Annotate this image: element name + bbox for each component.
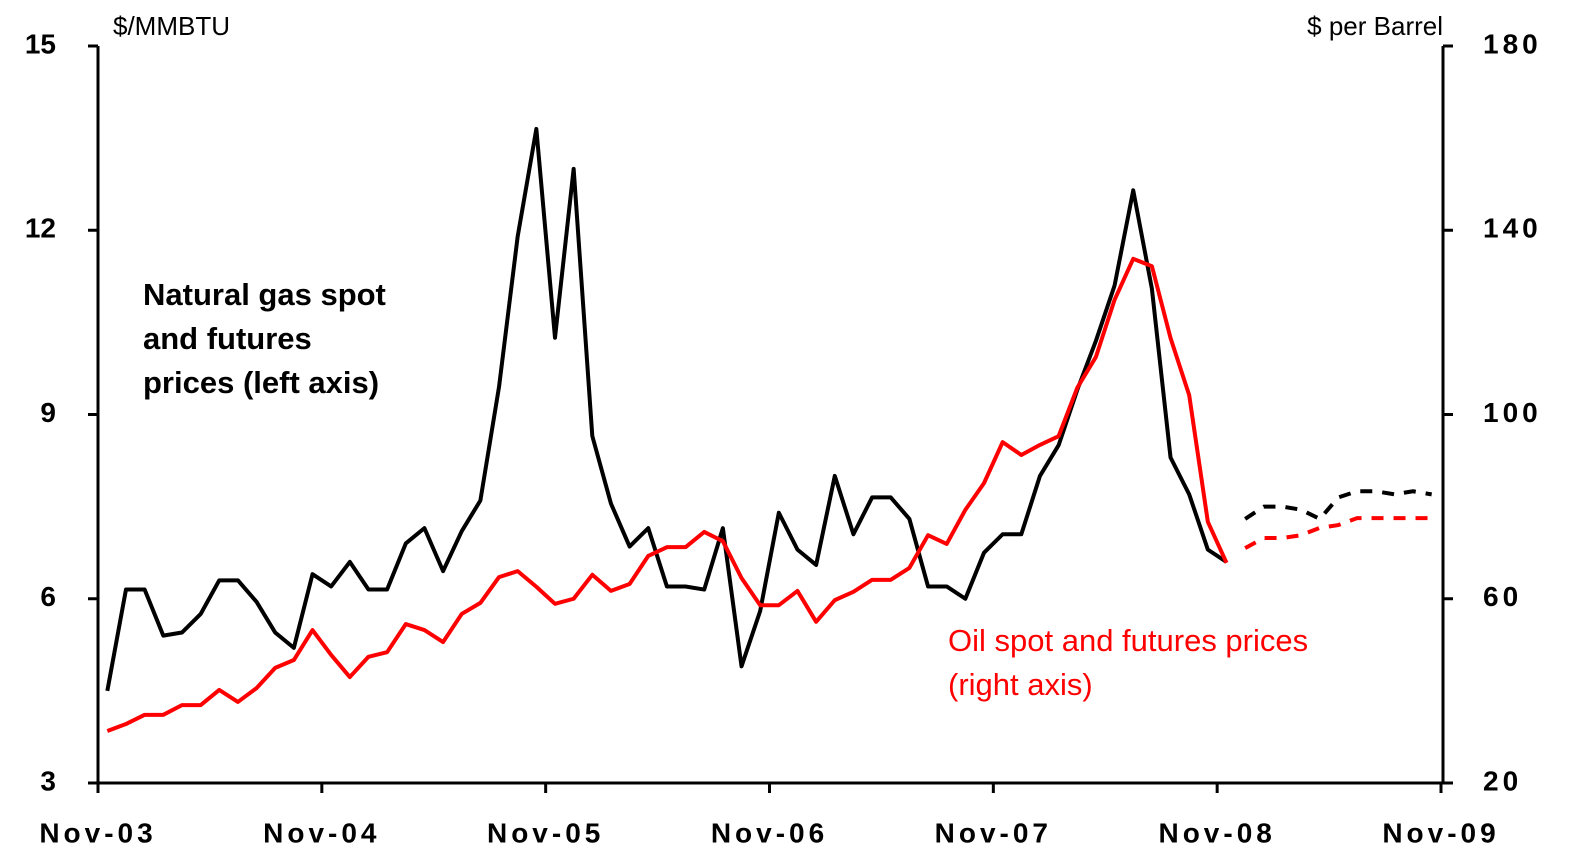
x-tick-label: Nov-06 xyxy=(711,817,828,848)
line-series xyxy=(106,256,1229,733)
y-tick-label: 9 xyxy=(40,397,56,428)
y-axis-label: $/MMBTU xyxy=(113,11,230,41)
x-tick-label: Nov-05 xyxy=(487,817,604,848)
y-tick-label: 6 xyxy=(40,581,56,612)
y-tick-label: 12 xyxy=(25,213,56,244)
y2-tick-label: 180 xyxy=(1483,28,1542,59)
y2-tick-label: 20 xyxy=(1483,765,1522,796)
line-series xyxy=(1244,516,1432,550)
y2-axis-label: $ per Barrel xyxy=(1307,11,1443,41)
x-tick-label: Nov-07 xyxy=(935,817,1052,848)
annotation: (right axis) xyxy=(948,667,1093,702)
y2-tick-label: 100 xyxy=(1483,397,1542,428)
annotation: Natural gas spot xyxy=(143,277,386,312)
x-tick-label: Nov-09 xyxy=(1382,817,1499,848)
y-tick-label: 3 xyxy=(40,765,56,796)
annotation: Oil spot and futures prices xyxy=(948,623,1308,658)
y2-tick-label: 140 xyxy=(1483,213,1542,244)
y-tick-label: 15 xyxy=(25,28,56,59)
annotation: prices (left axis) xyxy=(143,365,379,400)
line-series xyxy=(1244,489,1432,521)
x-tick-label: Nov-08 xyxy=(1158,817,1275,848)
y2-tick-label: 60 xyxy=(1483,581,1522,612)
x-tick-label: Nov-04 xyxy=(263,817,380,848)
x-tick-label: Nov-03 xyxy=(39,817,156,848)
annotation: and futures xyxy=(143,321,312,356)
line-series xyxy=(105,126,1228,692)
